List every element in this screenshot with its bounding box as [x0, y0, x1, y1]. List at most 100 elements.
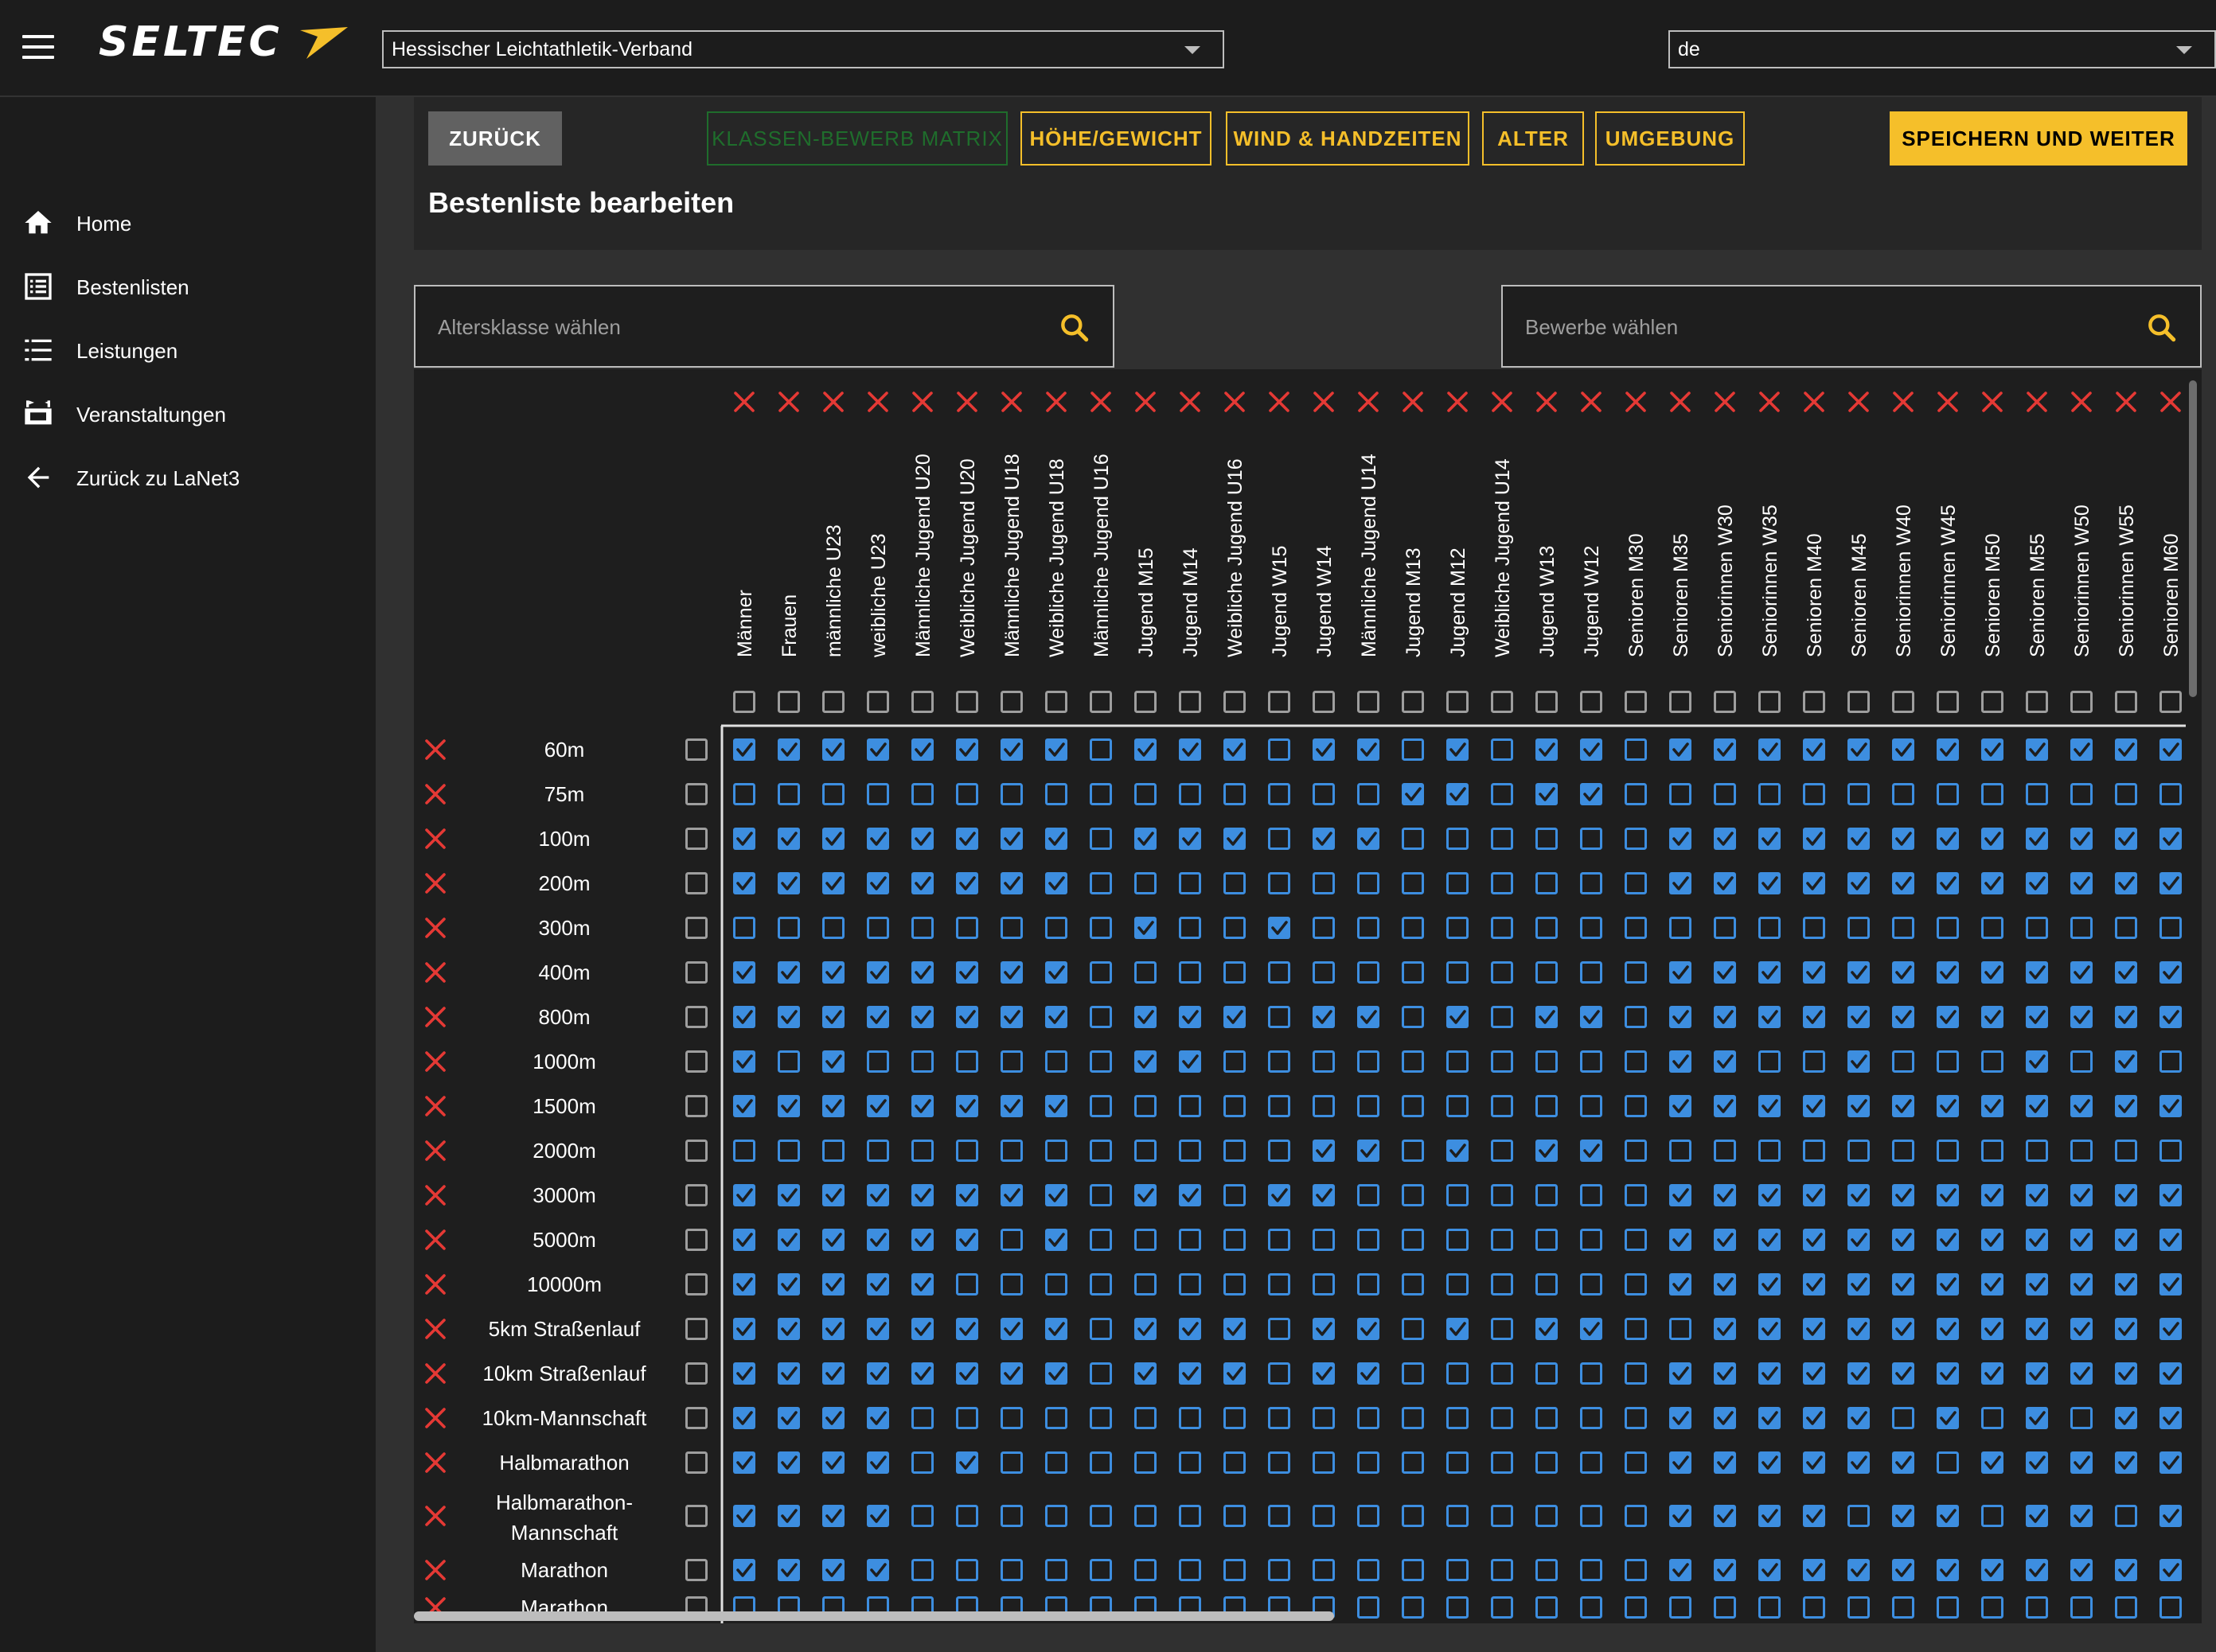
matrix-cell-checkbox[interactable]	[822, 961, 845, 984]
matrix-cell-checkbox[interactable]	[1402, 1451, 1424, 1474]
matrix-cell-checkbox[interactable]	[1402, 1006, 1424, 1028]
matrix-cell-checkbox[interactable]	[1357, 1140, 1379, 1162]
matrix-cell-checkbox[interactable]	[1714, 1451, 1736, 1474]
matrix-cell-checkbox[interactable]	[2159, 1596, 2182, 1619]
matrix-cell-checkbox[interactable]	[1134, 828, 1157, 850]
column-select-all-checkbox[interactable]	[1892, 691, 1914, 713]
matrix-cell-checkbox[interactable]	[1535, 1184, 1558, 1206]
remove-column-icon[interactable]	[1625, 392, 1646, 412]
matrix-cell-checkbox[interactable]	[956, 828, 978, 850]
matrix-cell-checkbox[interactable]	[1580, 1273, 1602, 1295]
matrix-cell-checkbox[interactable]	[1847, 872, 1870, 894]
matrix-cell-checkbox[interactable]	[1714, 1362, 1736, 1385]
matrix-cell-checkbox[interactable]	[822, 1559, 845, 1581]
matrix-cell-checkbox[interactable]	[1714, 1006, 1736, 1028]
menu-icon[interactable]	[22, 35, 54, 59]
matrix-cell-checkbox[interactable]	[2026, 1095, 2048, 1117]
column-select-all-checkbox[interactable]	[1045, 691, 1067, 713]
matrix-cell-checkbox[interactable]	[1892, 1229, 1914, 1251]
matrix-cell-checkbox[interactable]	[1491, 1229, 1513, 1251]
matrix-cell-checkbox[interactable]	[1758, 1559, 1781, 1581]
matrix-cell-checkbox[interactable]	[1001, 1050, 1023, 1073]
column-select-all-checkbox[interactable]	[733, 691, 755, 713]
matrix-cell-checkbox[interactable]	[1446, 1095, 1469, 1117]
matrix-cell-checkbox[interactable]	[1714, 1229, 1736, 1251]
remove-row-icon[interactable]	[425, 918, 446, 938]
matrix-cell-checkbox[interactable]	[1892, 1273, 1914, 1295]
matrix-cell-checkbox[interactable]	[1714, 1184, 1736, 1206]
row-select-all-checkbox[interactable]	[685, 917, 708, 939]
matrix-cell-checkbox[interactable]	[1803, 1407, 1825, 1429]
matrix-cell-checkbox[interactable]	[1580, 1505, 1602, 1527]
matrix-cell-checkbox[interactable]	[911, 1362, 934, 1385]
matrix-cell-checkbox[interactable]	[1223, 1273, 1246, 1295]
matrix-cell-checkbox[interactable]	[1669, 1596, 1691, 1619]
matrix-cell-checkbox[interactable]	[778, 1505, 800, 1527]
remove-column-icon[interactable]	[734, 392, 755, 412]
column-select-all-checkbox[interactable]	[778, 691, 800, 713]
matrix-cell-checkbox[interactable]	[1847, 1050, 1870, 1073]
matrix-cell-checkbox[interactable]	[2026, 1407, 2048, 1429]
remove-column-icon[interactable]	[1403, 392, 1423, 412]
matrix-cell-checkbox[interactable]	[1313, 961, 1335, 984]
matrix-cell-checkbox[interactable]	[2070, 1451, 2093, 1474]
matrix-cell-checkbox[interactable]	[1357, 1050, 1379, 1073]
matrix-cell-checkbox[interactable]	[1803, 1229, 1825, 1251]
matrix-cell-checkbox[interactable]	[1758, 1229, 1781, 1251]
matrix-cell-checkbox[interactable]	[1847, 783, 1870, 805]
matrix-cell-checkbox[interactable]	[1179, 1362, 1201, 1385]
matrix-cell-checkbox[interactable]	[1090, 828, 1112, 850]
matrix-cell-checkbox[interactable]	[1491, 1596, 1513, 1619]
matrix-cell-checkbox[interactable]	[733, 1451, 755, 1474]
matrix-cell-checkbox[interactable]	[1134, 1559, 1157, 1581]
matrix-cell-checkbox[interactable]	[733, 1559, 755, 1581]
matrix-cell-checkbox[interactable]	[1001, 1559, 1023, 1581]
matrix-cell-checkbox[interactable]	[1803, 1273, 1825, 1295]
search-icon[interactable]	[1057, 310, 1092, 345]
matrix-cell-checkbox[interactable]	[911, 828, 934, 850]
matrix-cell-checkbox[interactable]	[1535, 1006, 1558, 1028]
matrix-cell-checkbox[interactable]	[1847, 1318, 1870, 1340]
matrix-cell-checkbox[interactable]	[1714, 1095, 1736, 1117]
matrix-cell-checkbox[interactable]	[1313, 828, 1335, 850]
matrix-cell-checkbox[interactable]	[2026, 1006, 2048, 1028]
matrix-cell-checkbox[interactable]	[1491, 1095, 1513, 1117]
row-select-all-checkbox[interactable]	[685, 1559, 708, 1581]
matrix-cell-checkbox[interactable]	[1268, 872, 1290, 894]
matrix-cell-checkbox[interactable]	[2026, 828, 2048, 850]
matrix-cell-checkbox[interactable]	[1179, 872, 1201, 894]
matrix-cell-checkbox[interactable]	[867, 1095, 889, 1117]
matrix-cell-checkbox[interactable]	[1446, 1184, 1469, 1206]
column-select-all-checkbox[interactable]	[1357, 691, 1379, 713]
matrix-cell-checkbox[interactable]	[1981, 783, 2003, 805]
matrix-cell-checkbox[interactable]	[1045, 917, 1067, 939]
matrix-cell-checkbox[interactable]	[2159, 783, 2182, 805]
matrix-cell-checkbox[interactable]	[1669, 1140, 1691, 1162]
matrix-cell-checkbox[interactable]	[2070, 961, 2093, 984]
matrix-cell-checkbox[interactable]	[1892, 961, 1914, 984]
matrix-cell-checkbox[interactable]	[1446, 872, 1469, 894]
matrix-cell-checkbox[interactable]	[822, 1095, 845, 1117]
remove-row-icon[interactable]	[425, 1051, 446, 1072]
remove-column-icon[interactable]	[868, 392, 888, 412]
remove-row-icon[interactable]	[425, 1140, 446, 1161]
remove-column-icon[interactable]	[1581, 392, 1602, 412]
matrix-cell-checkbox[interactable]	[1134, 1184, 1157, 1206]
remove-column-icon[interactable]	[1937, 392, 1958, 412]
matrix-cell-checkbox[interactable]	[1134, 783, 1157, 805]
matrix-cell-checkbox[interactable]	[911, 872, 934, 894]
matrix-cell-checkbox[interactable]	[1313, 1006, 1335, 1028]
matrix-cell-checkbox[interactable]	[867, 1559, 889, 1581]
matrix-cell-checkbox[interactable]	[1134, 1140, 1157, 1162]
matrix-cell-checkbox[interactable]	[2026, 1273, 2048, 1295]
matrix-cell-checkbox[interactable]	[2070, 1407, 2093, 1429]
matrix-cell-checkbox[interactable]	[2026, 1596, 2048, 1619]
matrix-cell-checkbox[interactable]	[1357, 1273, 1379, 1295]
matrix-cell-checkbox[interactable]	[1446, 1596, 1469, 1619]
matrix-cell-checkbox[interactable]	[1803, 1362, 1825, 1385]
matrix-cell-checkbox[interactable]	[1446, 1559, 1469, 1581]
matrix-cell-checkbox[interactable]	[1045, 1451, 1067, 1474]
sidebar-item-leistungen[interactable]: Leistungen	[0, 323, 376, 379]
matrix-cell-checkbox[interactable]	[1402, 1095, 1424, 1117]
matrix-cell-checkbox[interactable]	[1714, 1559, 1736, 1581]
